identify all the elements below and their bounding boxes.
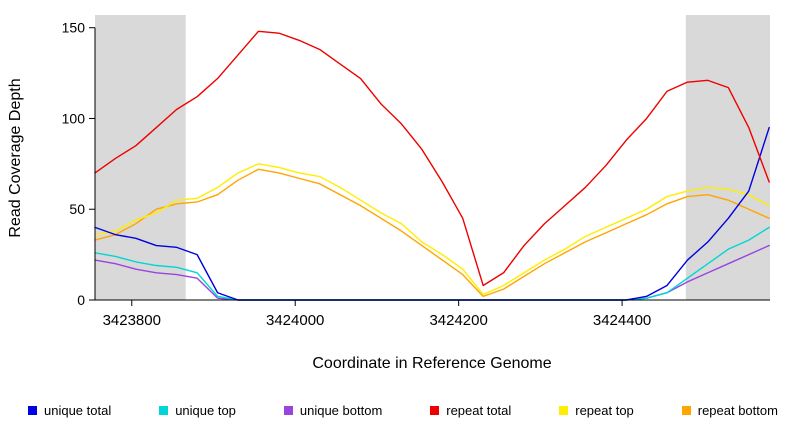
svg-text:3424200: 3424200: [429, 312, 487, 329]
legend-item-unique-total: unique total: [28, 403, 111, 418]
legend-label: repeat total: [446, 402, 512, 418]
legend-item-unique-bottom: unique bottom: [283, 402, 383, 418]
legend-item-repeat-total: repeat total: [430, 403, 511, 418]
coverage-plot: 3423800 3424000 3424200 3424400 0 50 100 150 Co…: [7, 15, 770, 372]
svg-text:0: 0: [77, 292, 85, 308]
svg-text:3424000: 3424000: [266, 312, 324, 329]
legend-swatch-unique-bottom: [283, 405, 293, 415]
legend-swatch-repeat-total: [430, 405, 440, 415]
y-axis-title: Read Coverage Depth: [7, 78, 24, 237]
legend-label: unique bottom: [299, 402, 383, 418]
axes: 3423800 3424000 3424200 3424400 0 50 100 150: [62, 20, 770, 329]
svg-text:3424400: 3424400: [593, 312, 651, 329]
legend-swatch-repeat-bottom: [681, 405, 691, 415]
legend: unique total unique top unique bottom re…: [0, 392, 792, 428]
legend-item-unique-top: unique top: [159, 403, 236, 418]
svg-text:100: 100: [62, 110, 86, 126]
legend-label: repeat top: [575, 402, 634, 418]
legend-swatch-unique-top: [159, 405, 169, 415]
legend-label: repeat bottom: [697, 402, 778, 418]
svg-text:150: 150: [62, 20, 86, 36]
legend-swatch-repeat-top: [559, 405, 569, 415]
legend-label: unique top: [175, 402, 236, 418]
legend-item-repeat-top: repeat top: [559, 403, 634, 418]
x-axis-title: Coordinate in Reference Genome: [312, 355, 551, 372]
repeat-region-shading: [95, 15, 770, 300]
svg-text:3423800: 3423800: [103, 312, 161, 329]
coverage-lines: [94, 30, 770, 301]
legend-item-repeat-bottom: repeat bottom: [681, 402, 778, 418]
svg-text:50: 50: [69, 201, 85, 217]
legend-label: unique total: [44, 402, 112, 418]
legend-swatch-unique-total: [28, 405, 37, 415]
